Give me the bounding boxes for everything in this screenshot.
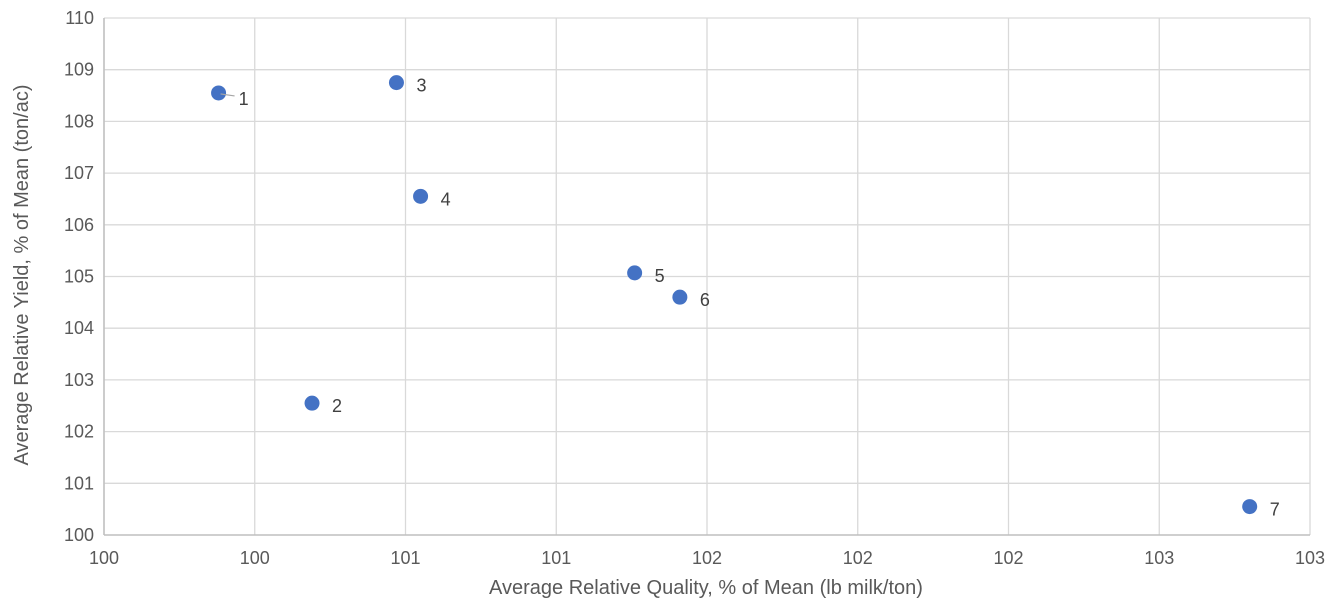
data-label: 1 bbox=[239, 89, 249, 109]
y-tick-label: 102 bbox=[64, 422, 94, 442]
y-axis-title: Average Relative Yield, % of Mean (ton/a… bbox=[11, 85, 33, 466]
gridlines bbox=[103, 17, 1311, 535]
x-tick-label: 102 bbox=[993, 548, 1023, 568]
y-tick-label: 107 bbox=[64, 163, 94, 183]
data-points bbox=[211, 75, 1258, 515]
y-tick-label: 103 bbox=[64, 370, 94, 390]
data-point bbox=[388, 75, 404, 91]
data-point bbox=[413, 188, 429, 204]
x-tick-label: 100 bbox=[240, 548, 270, 568]
data-point bbox=[211, 85, 227, 101]
y-tick-label: 105 bbox=[64, 267, 94, 287]
axes bbox=[103, 18, 1310, 536]
data-labels: 1 2 3 4 5 6 7 bbox=[220, 76, 1280, 520]
x-tick-label: 101 bbox=[541, 548, 571, 568]
data-label: 7 bbox=[1270, 500, 1280, 520]
x-tick-label: 103 bbox=[1144, 548, 1174, 568]
data-label: 3 bbox=[416, 76, 426, 96]
x-tick-label: 100 bbox=[89, 548, 119, 568]
y-tick-labels: 100 101 102 103 104 105 106 107 108 109 110 bbox=[64, 8, 94, 545]
y-tick-label: 100 bbox=[64, 525, 94, 545]
data-label: 2 bbox=[332, 396, 342, 416]
data-label-leader bbox=[220, 93, 235, 97]
y-tick-label: 104 bbox=[64, 318, 94, 338]
y-tick-label: 110 bbox=[65, 8, 94, 28]
y-tick-label: 106 bbox=[64, 215, 94, 235]
data-point bbox=[1242, 499, 1258, 515]
data-label: 6 bbox=[700, 290, 710, 310]
x-tick-label: 101 bbox=[390, 548, 420, 568]
y-tick-label: 109 bbox=[64, 60, 94, 80]
x-tick-labels: 100 100 101 101 102 102 102 103 103 bbox=[89, 548, 1325, 568]
data-point bbox=[672, 289, 688, 305]
data-point bbox=[304, 395, 320, 411]
y-tick-label: 108 bbox=[64, 111, 94, 131]
x-tick-label: 103 bbox=[1295, 548, 1325, 568]
data-label: 4 bbox=[441, 189, 451, 209]
x-axis-title: Average Relative Quality, % of Mean (lb … bbox=[489, 577, 923, 599]
x-tick-label: 102 bbox=[843, 548, 873, 568]
y-tick-label: 101 bbox=[64, 473, 94, 493]
data-label: 5 bbox=[655, 266, 665, 286]
data-point bbox=[627, 265, 643, 281]
x-tick-label: 102 bbox=[692, 548, 722, 568]
